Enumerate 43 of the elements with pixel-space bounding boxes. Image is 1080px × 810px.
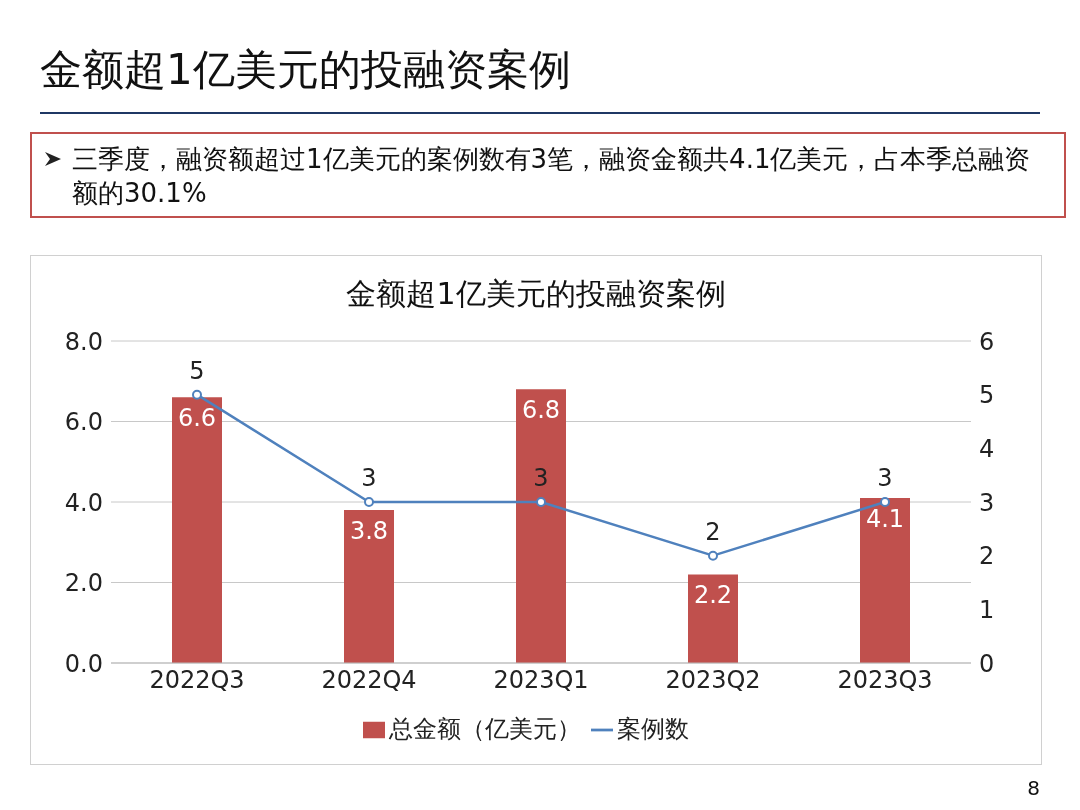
y-tick-label: 0.0: [64, 649, 103, 678]
y-tick-label: 2.0: [64, 569, 103, 598]
data-label: 3: [533, 464, 549, 492]
bar: [860, 497, 910, 663]
legend-label: 总金额（亿美元）: [389, 715, 581, 743]
y-tick-label: 4.0: [64, 488, 103, 517]
data-label: 6.6: [177, 404, 217, 433]
point: [708, 550, 718, 561]
data-label: 3.8: [349, 517, 389, 546]
y2-tick-label: 0: [979, 649, 995, 678]
y2-tick-label: 2: [979, 542, 995, 571]
x-tick-label: 2022Q4: [321, 666, 417, 695]
data-label: 4.1: [865, 505, 905, 534]
x-tick-label: 2023Q2: [665, 666, 761, 695]
text: 8: [1027, 776, 1040, 800]
y2-tick-label: 5: [979, 381, 995, 410]
bar: [688, 574, 738, 663]
y2-tick-label: 4: [979, 434, 995, 463]
data-label: 6.8: [521, 396, 561, 425]
point: [364, 497, 374, 507]
bar: [344, 510, 394, 663]
data-label: 3: [877, 464, 893, 492]
data-label: 5: [189, 356, 205, 385]
data-label: 2.2: [693, 581, 733, 610]
y-tick-label: 6.0: [64, 408, 103, 437]
data-label: 2: [705, 517, 721, 546]
text: 三季度，融资额超过1亿美元的案例数有3笔，融资金额共4.1亿美元，占本季总融资额的30.1%: [30, 132, 1066, 218]
x-tick-label: 2023Q3: [837, 666, 933, 695]
chart-title: 金额超1亿美元的投融资案例: [345, 275, 727, 313]
point: [192, 389, 202, 400]
y2-tick-label: 3: [979, 488, 995, 517]
bar: [172, 397, 222, 663]
point: [880, 497, 890, 507]
text: 金额超1亿美元的投融资案例: [40, 44, 571, 96]
y2-tick-label: 1: [979, 595, 995, 624]
point: [536, 497, 546, 507]
y2-tick-label: 6: [979, 327, 995, 356]
bar: [516, 389, 566, 663]
x-tick-label: 2023Q1: [493, 666, 589, 695]
data-label: 3: [361, 464, 377, 492]
y-tick-label: 8.0: [64, 327, 103, 356]
x-tick-label: 2022Q3: [149, 666, 245, 695]
legend-label: 案例数: [617, 715, 689, 743]
